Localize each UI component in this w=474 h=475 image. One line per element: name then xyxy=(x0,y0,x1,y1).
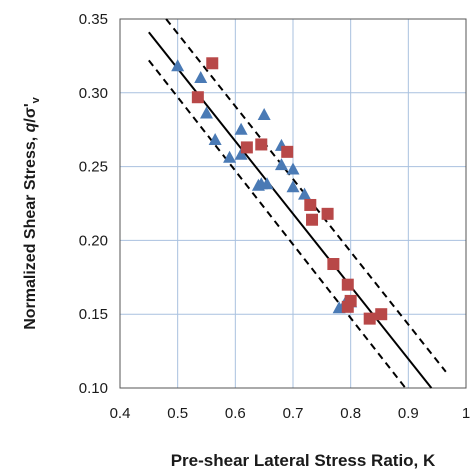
triangle-point xyxy=(200,106,213,119)
triangle-point xyxy=(274,158,288,171)
y-tick-label: 0.15 xyxy=(79,306,108,323)
triangle-point xyxy=(223,150,237,163)
triangle-point xyxy=(286,162,300,175)
y-tick-label: 0.35 xyxy=(79,11,108,28)
square-point xyxy=(306,213,319,226)
triangle-point xyxy=(298,187,312,200)
x-axis-label: Pre-shear Lateral Stress Ratio, K xyxy=(171,451,436,470)
square-point xyxy=(240,141,253,154)
tick-labels: 0.4 0.5 0.6 0.7 0.8 0.9 1 0.10 0.15 0.20 0.25 0.30 0… xyxy=(79,11,470,422)
y-tick-label: 0.10 xyxy=(79,380,108,397)
square-point xyxy=(304,198,317,211)
x-tick-label: 0.6 xyxy=(225,405,246,422)
x-tick-label: 0.5 xyxy=(167,405,188,422)
triangle-point xyxy=(171,59,185,72)
square-point xyxy=(255,138,268,151)
square-point xyxy=(363,312,376,325)
y-tick-label: 0.30 xyxy=(79,85,108,102)
square-point xyxy=(191,91,204,104)
square-point xyxy=(206,57,219,70)
x-tick-label: 1 xyxy=(462,405,470,422)
triangle-point xyxy=(234,122,248,135)
x-tick-label: 0.7 xyxy=(283,405,304,422)
y-tick-label: 0.20 xyxy=(79,232,108,249)
x-tick-label: 0.8 xyxy=(340,405,361,422)
square-point xyxy=(281,145,294,158)
y-axis-label: Normalized Shear Stress, q/σ'v xyxy=(22,96,42,329)
fit-lines xyxy=(148,18,447,389)
square-point xyxy=(344,294,357,307)
triangle-point xyxy=(286,180,300,193)
triangle-point xyxy=(257,107,271,120)
square-point xyxy=(375,308,388,321)
triangle-point xyxy=(194,71,208,84)
triangle-point xyxy=(260,177,274,190)
y-tick-label: 0.25 xyxy=(79,159,108,176)
dashed-bound-line xyxy=(148,59,407,389)
square-point xyxy=(327,258,340,271)
data-markers xyxy=(171,57,388,325)
x-tick-label: 0.9 xyxy=(398,405,419,422)
square-point xyxy=(341,278,354,291)
trend-line xyxy=(148,31,433,389)
square-point xyxy=(321,207,334,220)
dashed-bound-line xyxy=(165,18,447,373)
plot-frame xyxy=(119,18,467,389)
triangle-point xyxy=(234,147,248,160)
triangle-point xyxy=(208,133,222,146)
x-tick-label: 0.4 xyxy=(110,405,131,422)
